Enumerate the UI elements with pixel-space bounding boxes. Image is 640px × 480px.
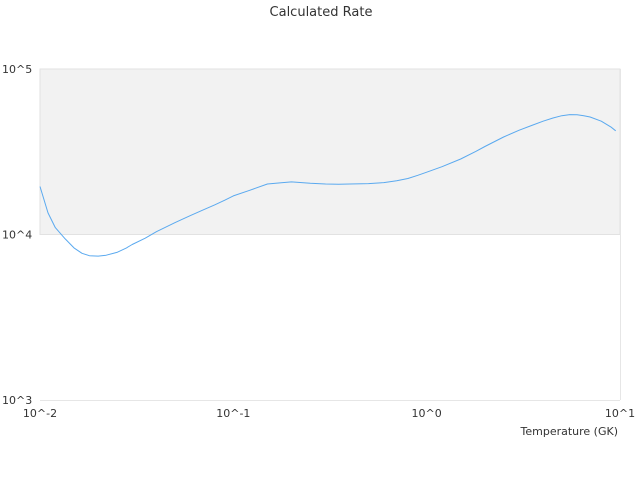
shaded-band (39, 68, 621, 235)
y-tick-label: 10^4 (2, 229, 32, 242)
series-layer (39, 114, 617, 257)
x-tick-label: 10^-2 (23, 407, 57, 420)
y-tick-label: 10^3 (2, 394, 32, 407)
x-tick-label: 10^0 (412, 407, 442, 420)
chart-title: Calculated Rate (270, 5, 373, 20)
x-tick-labels: 10^-2 10^-1 10^0 10^1 (23, 407, 635, 420)
y-tick-labels: 10^3 10^4 10^5 (2, 63, 32, 407)
x-axis-title: Temperature (GK) (520, 425, 619, 438)
x-tick-label: 10^1 (605, 407, 635, 420)
y-tick-label: 10^5 (2, 63, 32, 76)
x-tick-label: 10^-1 (216, 407, 250, 420)
series-line (39, 114, 617, 257)
